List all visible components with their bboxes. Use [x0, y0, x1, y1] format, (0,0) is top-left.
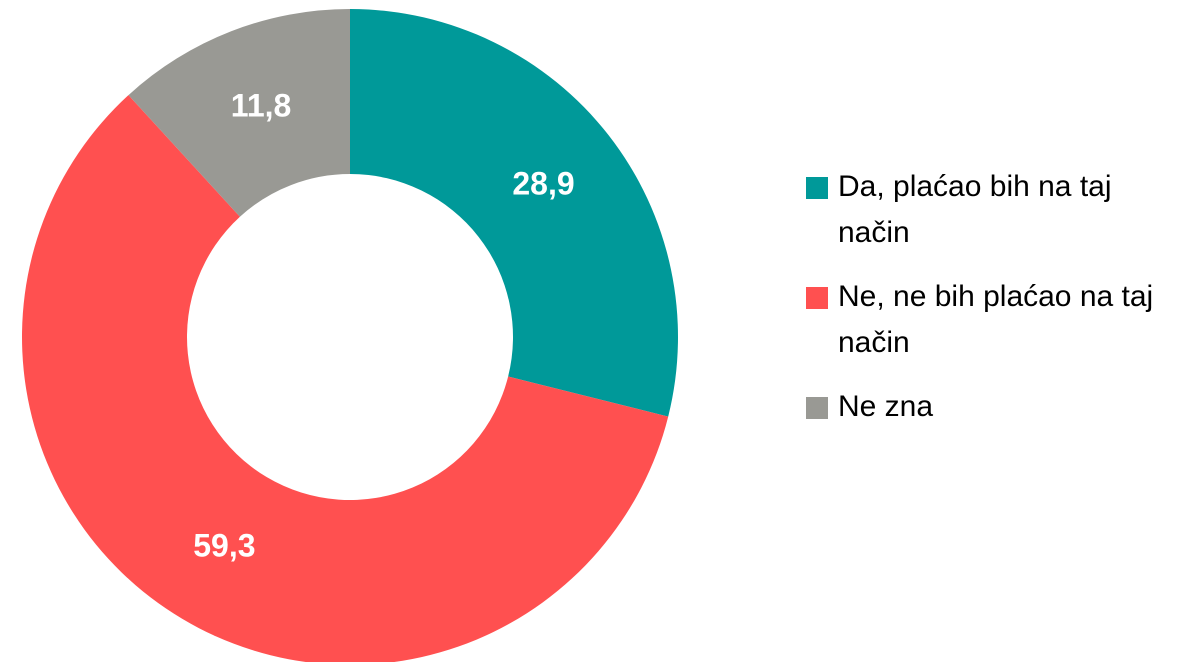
value-label: 28,9: [512, 165, 574, 201]
value-label: 11,8: [231, 88, 292, 124]
legend-swatch: [806, 287, 828, 309]
value-label: 59,3: [193, 527, 255, 563]
legend-label: Ne, ne bih plaćao na taj način: [838, 280, 1153, 359]
slice: [22, 95, 669, 662]
legend-line: Ne, ne bih plaćao na taj: [838, 280, 1153, 313]
legend-line: Ne zna: [838, 390, 933, 423]
legend-line: Da, plaćao bih na taj: [838, 170, 1112, 203]
slice: [128, 9, 350, 217]
legend-swatch: [806, 397, 828, 419]
slice: [350, 9, 679, 417]
legend-label: Ne zna: [838, 390, 933, 423]
legend-line: način: [838, 216, 910, 249]
legend-label: Da, plaćao bih na taj način: [838, 170, 1112, 249]
legend-swatch: [806, 177, 828, 199]
legend-line: način: [838, 326, 910, 359]
